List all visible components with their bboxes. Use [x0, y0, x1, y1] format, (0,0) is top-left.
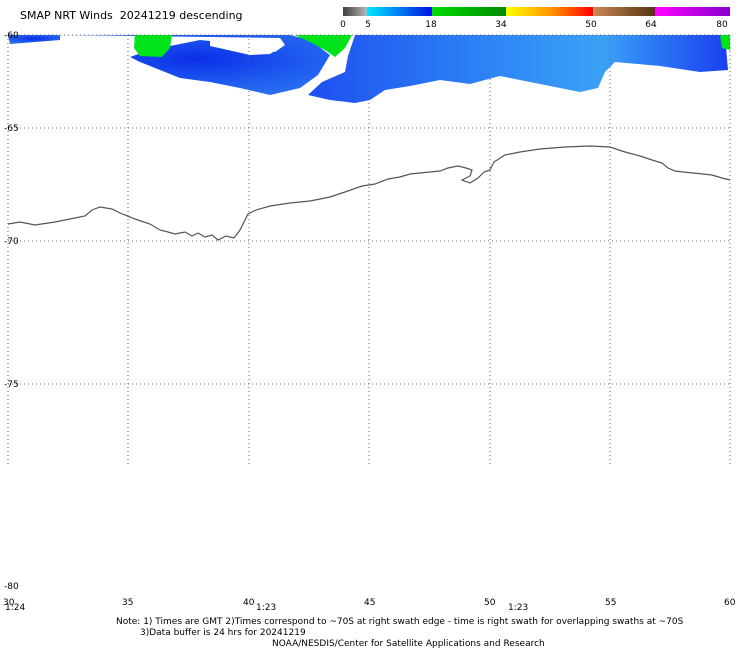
green-blob-2: [295, 35, 352, 57]
green-blob-1: [134, 35, 172, 57]
lon-label-3: 45: [364, 598, 375, 608]
colorbar-seg-3: [506, 7, 593, 16]
colorbar: [343, 7, 730, 16]
footer-credit: NOAA/NESDIS/Center for Satellite Applica…: [272, 639, 545, 649]
colorbar-seg-4: [593, 7, 655, 16]
coastline: [7, 145, 731, 241]
lat-labels: -60 -65 -70 -75 -80: [4, 31, 19, 592]
time-label-2: 1:23: [508, 603, 528, 613]
map-title: SMAP NRT Winds 20241219 descending: [20, 9, 243, 22]
footer-note-line2: 3)Data buffer is 24 hrs for 20241219: [140, 628, 306, 638]
swath-hole: [210, 38, 282, 55]
swath-right: [308, 35, 728, 103]
lat-label-2: -70: [4, 237, 19, 247]
lat-label-0: -60: [4, 31, 19, 41]
colorbar-label-1: 5: [365, 20, 371, 30]
lat-label-4: -80: [4, 582, 19, 592]
lon-label-2: 40: [243, 598, 255, 608]
colorbar-seg-1: [367, 7, 432, 16]
green-blob-3: [720, 35, 730, 50]
lon-label-5: 55: [605, 598, 616, 608]
lat-label-1: -65: [4, 124, 19, 134]
graticule: [7, 34, 731, 465]
lon-label-0: 30: [3, 598, 15, 608]
wind-swath: [8, 35, 730, 103]
time-labels: 1:24 1:23 1:23: [5, 603, 528, 613]
colorbar-label-0: 0: [340, 20, 346, 30]
lon-labels: 30 35 40 45 50 55 60: [3, 598, 736, 608]
time-label-0: 1:24: [5, 603, 25, 613]
time-label-1: 1:23: [256, 603, 276, 613]
lon-label-4: 50: [484, 598, 496, 608]
swath-center-left: [62, 35, 330, 95]
colorbar-label-4: 50: [585, 20, 597, 30]
colorbar-label-2: 18: [425, 20, 437, 30]
colorbar-seg-2: [432, 7, 506, 16]
colorbar-seg-0: [343, 7, 367, 16]
lon-label-1: 35: [122, 598, 133, 608]
swath-left: [8, 35, 60, 44]
colorbar-seg-5: [655, 7, 730, 16]
lon-label-6: 60: [724, 598, 736, 608]
colorbar-label-6: 80: [716, 20, 728, 30]
footer-note-line1: Note: 1) Times are GMT 2)Times correspon…: [116, 617, 684, 627]
lat-label-3: -75: [4, 380, 19, 390]
colorbar-label-5: 64: [645, 20, 657, 30]
colorbar-label-3: 34: [495, 20, 507, 30]
